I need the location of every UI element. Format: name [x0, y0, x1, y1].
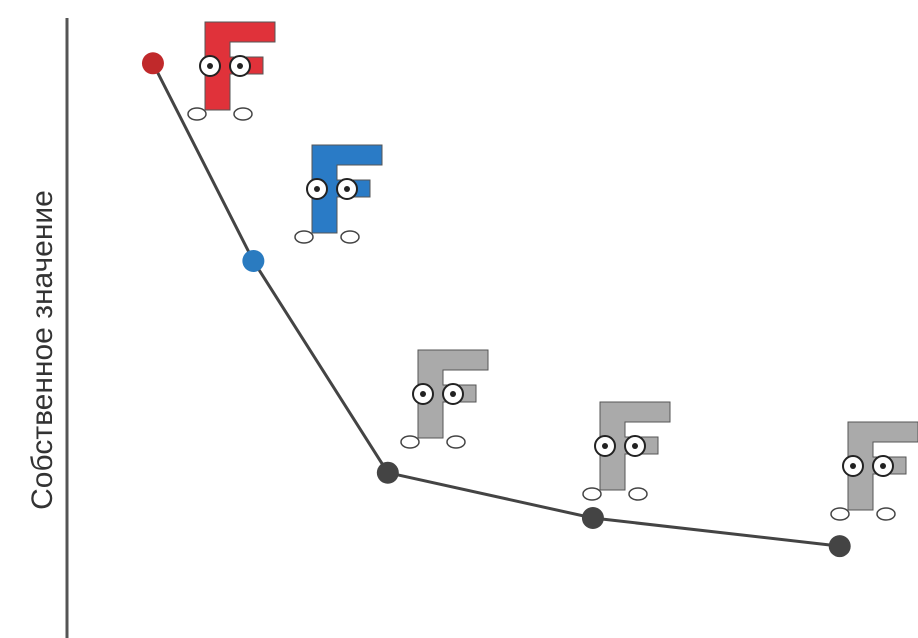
series-line	[151, 62, 840, 548]
point	[828, 535, 851, 558]
mascot-icon	[294, 144, 383, 244]
mascot-icon	[187, 21, 276, 121]
mascot-icon	[830, 421, 918, 521]
point	[141, 52, 164, 75]
point	[581, 507, 604, 530]
point	[376, 461, 399, 484]
mascot-icon	[582, 401, 671, 501]
mascots	[187, 21, 918, 521]
point	[242, 249, 265, 272]
y-axis-label: Собственное значение	[26, 190, 59, 510]
mascot-icon	[400, 349, 489, 449]
